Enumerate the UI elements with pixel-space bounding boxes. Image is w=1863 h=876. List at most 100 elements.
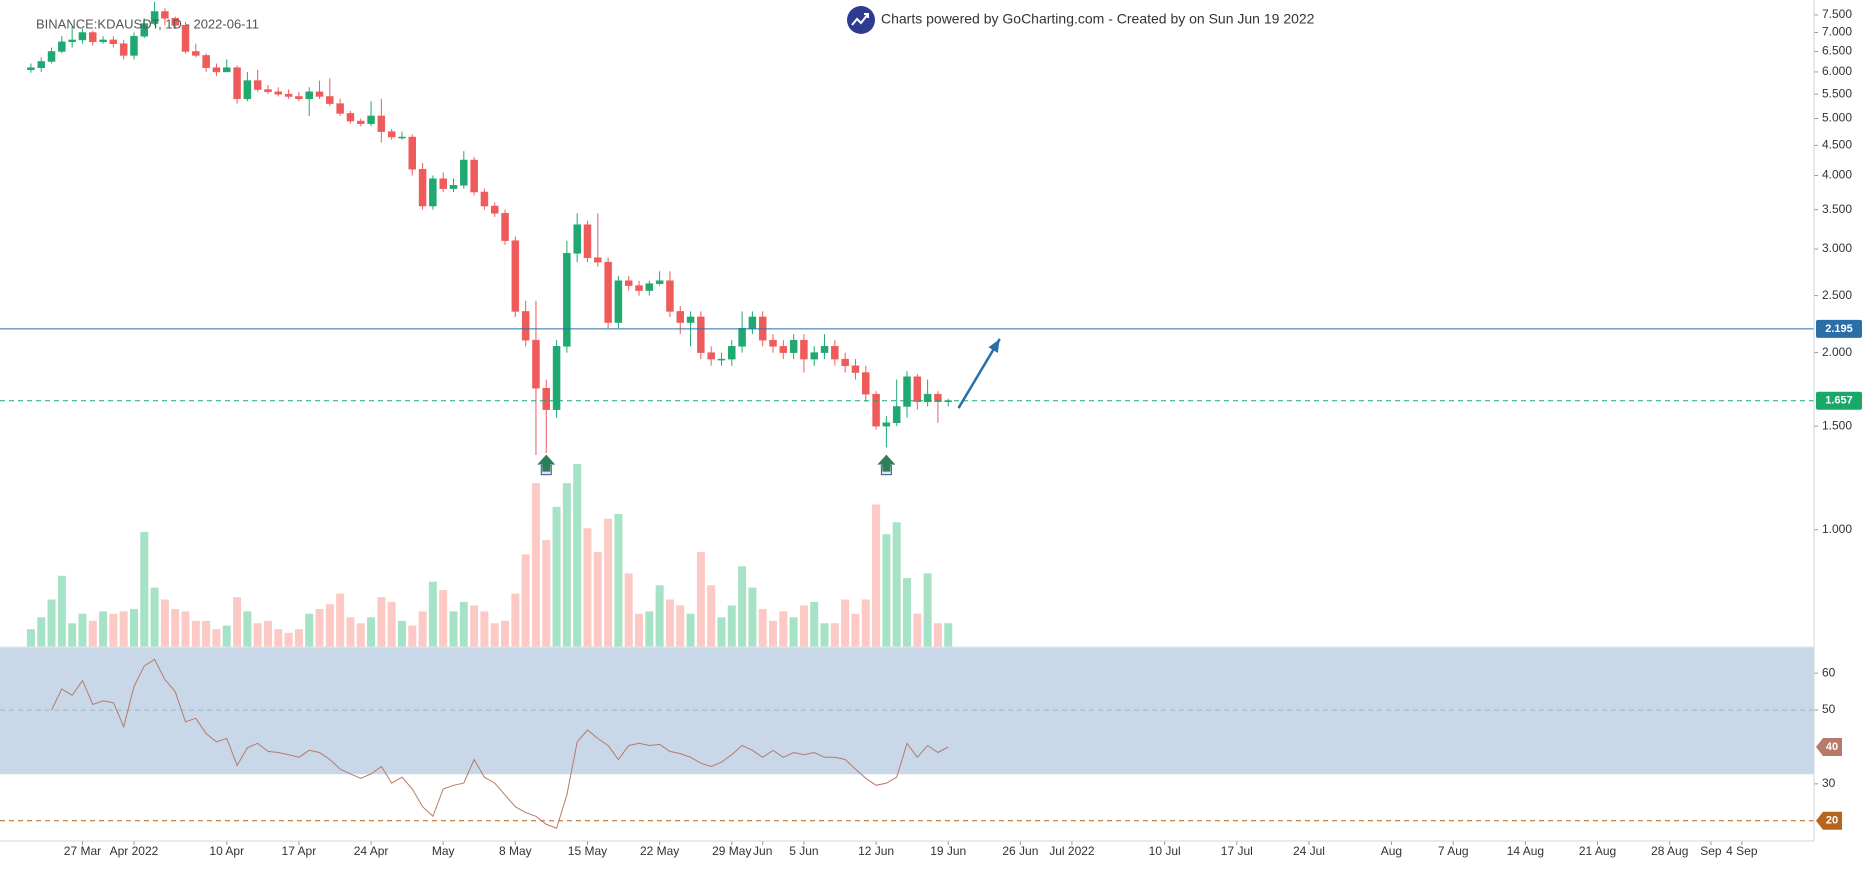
candle-body xyxy=(387,131,396,138)
price-tag xyxy=(1816,391,1862,410)
volume-bar xyxy=(387,601,396,647)
y-tick-label: 1.000 xyxy=(1822,522,1852,536)
candle-body xyxy=(470,159,478,193)
volume-bar xyxy=(624,573,633,647)
x-tick-label: 8 May xyxy=(499,844,532,858)
volume-bar xyxy=(490,623,499,647)
candle-body xyxy=(284,93,293,97)
candle-body xyxy=(800,339,808,360)
x-tick-label: 19 Jun xyxy=(930,844,966,858)
x-tick-label: 21 Aug xyxy=(1579,844,1616,858)
candle-body xyxy=(150,11,159,24)
volume-bar xyxy=(253,623,262,647)
volume-bar xyxy=(428,581,437,647)
y-tick-label: 2.500 xyxy=(1822,288,1852,302)
candle-body xyxy=(99,39,107,43)
volume-bar xyxy=(470,605,479,647)
candle-body xyxy=(377,115,386,132)
signal-arrow xyxy=(537,454,556,472)
volume-bar xyxy=(140,531,149,647)
candle-body xyxy=(336,103,344,114)
rsi-value-tag xyxy=(1816,737,1842,756)
x-tick-label: 22 May xyxy=(640,844,679,858)
candle-body xyxy=(882,422,891,427)
volume-bar xyxy=(181,611,190,647)
volume-bar xyxy=(109,613,118,647)
volume-bar xyxy=(367,617,376,647)
volume-bar xyxy=(439,590,448,647)
y-tick-label: 7.000 xyxy=(1822,25,1852,39)
volume-bar xyxy=(913,613,922,647)
candle-body xyxy=(89,32,97,43)
volume-bar xyxy=(758,609,767,647)
signal-marker xyxy=(877,454,896,476)
volume-bar xyxy=(779,611,788,647)
volume-bar xyxy=(696,552,705,647)
candle-body xyxy=(171,18,179,26)
candle-body xyxy=(604,261,612,323)
candle-body xyxy=(243,80,252,100)
volume-bar xyxy=(686,613,695,647)
signal-arrow xyxy=(877,454,896,472)
candle-body xyxy=(697,316,705,353)
candle-body xyxy=(851,365,860,373)
volume-bar xyxy=(923,573,932,647)
volume-bar xyxy=(26,629,35,647)
volume-bar xyxy=(57,575,66,647)
candle-body xyxy=(295,96,303,100)
x-tick-label: 29 May xyxy=(712,844,751,858)
candle-body xyxy=(346,113,355,122)
candle-body xyxy=(326,96,334,104)
candle-body xyxy=(501,213,509,241)
price-tag xyxy=(1816,319,1862,338)
volume-bar xyxy=(933,623,942,647)
volume-bar xyxy=(820,623,829,647)
candle-body xyxy=(521,311,530,341)
candle-body xyxy=(233,67,241,100)
volume-bar xyxy=(583,528,592,647)
volume-bar xyxy=(274,629,283,647)
candle-body xyxy=(398,136,406,139)
candle-body xyxy=(903,376,911,407)
candle-body xyxy=(614,280,623,323)
candle-body xyxy=(831,346,839,360)
x-tick-label: 7 Aug xyxy=(1438,844,1469,858)
volume-bar xyxy=(542,540,551,647)
candle-body xyxy=(666,280,674,312)
volume-bar xyxy=(872,504,881,647)
candle-body xyxy=(356,120,365,124)
volume-bar xyxy=(799,605,808,647)
volume-bar xyxy=(645,611,654,647)
candle-body xyxy=(655,280,664,284)
candle-body xyxy=(418,168,427,207)
x-tick-label: 10 Apr xyxy=(209,844,244,858)
candle-body xyxy=(408,136,417,170)
volume-bar xyxy=(212,629,221,647)
candle-body xyxy=(47,51,56,62)
volume-bar xyxy=(377,597,386,647)
x-tick-label: Sep xyxy=(1700,844,1722,858)
volume-bar xyxy=(635,613,644,647)
x-tick-label: 26 Jun xyxy=(1002,844,1038,858)
trend-arrow-shaft xyxy=(957,338,1001,409)
x-tick-label: 17 Jul xyxy=(1221,844,1253,858)
volume-bar xyxy=(47,599,56,647)
x-tick-label: 12 Jun xyxy=(858,844,894,858)
volume-bar xyxy=(263,620,272,647)
candle-body xyxy=(130,35,138,56)
volume-bar xyxy=(336,593,345,647)
volume-bar xyxy=(129,609,138,647)
candle-body xyxy=(862,372,870,395)
volume-bar xyxy=(449,611,458,647)
candle-body xyxy=(264,89,272,93)
volume-bar xyxy=(459,601,468,647)
candle-body xyxy=(315,91,324,97)
volume-bar xyxy=(717,617,726,647)
volume-bar xyxy=(119,611,128,647)
volume-bar xyxy=(346,617,355,647)
volume-bar xyxy=(356,623,365,647)
x-tick-label: May xyxy=(432,844,455,858)
volume-bar xyxy=(944,623,953,647)
volume-bar xyxy=(562,483,571,647)
